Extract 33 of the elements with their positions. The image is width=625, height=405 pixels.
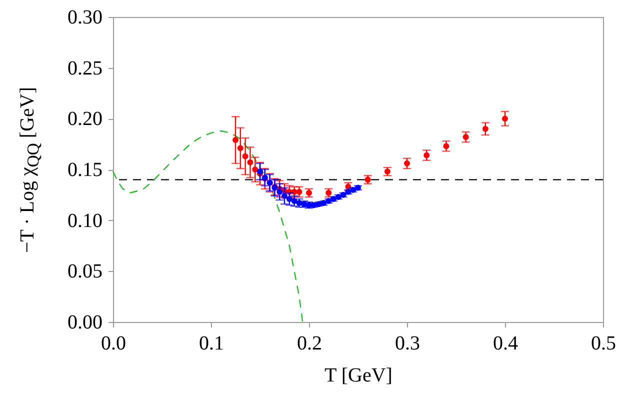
y-tick-label: 0.15 <box>68 159 102 181</box>
point <box>282 192 288 199</box>
y-tick-label: 0.00 <box>68 312 102 334</box>
x-tick-label: 0.3 <box>395 332 420 354</box>
y-tick-label: 0.25 <box>68 57 102 80</box>
y-tick-label: 0.30 <box>68 6 102 28</box>
point <box>291 198 298 204</box>
y-tick-label: 0.10 <box>68 210 102 232</box>
point <box>384 168 390 175</box>
y-tick-label: 0.05 <box>68 260 102 283</box>
point <box>296 200 302 206</box>
point <box>443 143 450 150</box>
y-tick-label: 0.20 <box>68 108 102 130</box>
point <box>242 153 248 160</box>
point <box>296 188 302 195</box>
point <box>326 190 332 196</box>
x-tick-label: 0.1 <box>199 332 224 354</box>
x-tick-label: 0.4 <box>493 332 518 354</box>
x-axis-title: T [GeV] <box>324 364 392 386</box>
x-tick-label: 0.0 <box>101 332 126 354</box>
point <box>502 116 508 122</box>
point <box>252 166 258 172</box>
point <box>286 196 292 202</box>
line-series <box>112 130 304 323</box>
point <box>276 188 283 195</box>
point <box>237 145 244 152</box>
point <box>424 152 430 158</box>
point <box>482 126 488 132</box>
x-tick-label: 0.2 <box>297 332 322 354</box>
point <box>232 137 238 144</box>
point <box>247 159 254 166</box>
x-tick-label: 0.5 <box>591 332 616 354</box>
point <box>462 134 469 140</box>
